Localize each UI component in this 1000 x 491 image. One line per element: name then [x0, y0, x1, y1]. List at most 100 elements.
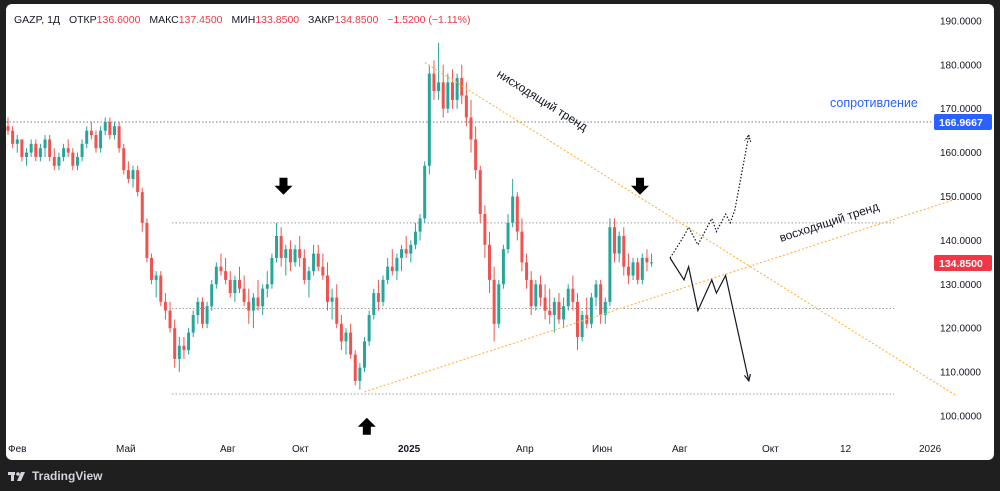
candle — [136, 165, 140, 197]
trendline-ascending[interactable] — [364, 198, 958, 393]
candle — [552, 297, 556, 333]
candle — [122, 143, 126, 175]
resistance-price-tag[interactable] — [934, 114, 992, 131]
candle — [80, 139, 84, 162]
candle — [214, 262, 218, 289]
candle — [585, 297, 589, 329]
candle — [182, 336, 186, 359]
high-value: 137.4500 — [178, 14, 223, 26]
candle — [613, 218, 617, 263]
ascending-trend-label[interactable]: восходящий тренд — [778, 199, 881, 245]
candle — [450, 69, 454, 109]
symbol-name[interactable]: GAZP — [14, 14, 42, 26]
arrow-down-2-icon — [630, 177, 649, 195]
candle — [288, 240, 292, 272]
time-tick-label: 2026 — [919, 444, 942, 455]
last-price-tag[interactable] — [934, 255, 992, 272]
candle — [650, 253, 654, 267]
forecast-down-path[interactable] — [669, 257, 750, 382]
candle — [349, 323, 353, 359]
candle — [154, 271, 158, 298]
time-tick-label: Окт — [292, 444, 309, 455]
candle — [298, 236, 302, 267]
candle — [62, 143, 66, 162]
candle — [29, 139, 33, 157]
candle — [275, 222, 279, 263]
symbol-legend: GAZP, 1Д ОТКР136.6000 МАКС137.4500 МИН13… — [14, 14, 471, 26]
candle — [501, 244, 505, 289]
candle — [617, 231, 621, 263]
candle — [432, 60, 436, 100]
candle — [413, 222, 417, 250]
forecast-paths[interactable] — [669, 133, 752, 383]
price-tick-label: 190.0000 — [940, 16, 982, 27]
chart-panel[interactable]: 190.0000 180.0000 170.0000 160.0000 150.0000… — [6, 4, 994, 460]
candle — [386, 257, 390, 285]
candle — [187, 328, 191, 355]
candle — [205, 301, 209, 329]
candles — [6, 42, 654, 390]
interval[interactable]: 1Д — [47, 14, 61, 26]
candle — [159, 271, 163, 307]
candle — [330, 288, 334, 320]
close-label: ЗАКР — [308, 14, 335, 26]
forecast-up-arrowhead-icon — [744, 133, 752, 142]
candle — [575, 293, 579, 351]
candle — [488, 231, 492, 294]
descending-trend-label[interactable]: нисходящий тренд — [494, 67, 590, 134]
time-tick-label: 2025 — [398, 444, 421, 455]
candle — [112, 121, 116, 140]
time-axis[interactable]: Фев Май Авг Окт 2025 Апр Июн Авг Окт 12 2026 — [8, 444, 942, 455]
candle — [293, 244, 297, 267]
open-label: ОТКР — [68, 14, 97, 26]
candle — [321, 253, 325, 280]
candle — [34, 139, 38, 162]
candle — [622, 227, 626, 276]
candle — [409, 240, 413, 263]
candle — [441, 64, 445, 118]
price-tick-label: 130.0000 — [940, 280, 982, 291]
candle — [594, 279, 598, 307]
resistance-label[interactable]: сопротивление — [830, 96, 918, 110]
candle — [636, 257, 640, 285]
price-axis[interactable]: 190.0000 180.0000 170.0000 160.0000 150.0000… — [934, 16, 992, 423]
trendlines[interactable] — [364, 62, 958, 397]
candle — [247, 288, 251, 324]
forecast-down-arrowhead-icon — [744, 373, 752, 383]
candle — [38, 143, 42, 162]
candle — [446, 73, 450, 114]
candle — [372, 288, 376, 320]
time-tick-label: Авг — [220, 444, 236, 455]
candle — [358, 363, 362, 390]
price-tick-label: 120.0000 — [940, 324, 982, 335]
time-tick-label: Апр — [516, 444, 534, 455]
brand-name: TradingView — [32, 469, 103, 483]
candle — [492, 266, 496, 342]
candle — [89, 121, 93, 140]
forecast-up-path[interactable] — [669, 134, 750, 259]
candle — [307, 266, 311, 298]
candle — [145, 218, 149, 263]
candle — [261, 284, 265, 316]
candle — [316, 244, 320, 272]
candle — [173, 319, 177, 368]
candle — [265, 271, 269, 298]
candle — [94, 130, 98, 153]
trendline-descending[interactable] — [424, 62, 958, 397]
candle — [210, 279, 214, 311]
candle — [196, 297, 200, 324]
candle — [474, 126, 478, 179]
candle — [339, 315, 343, 351]
candle — [418, 214, 422, 241]
candle — [483, 205, 487, 258]
price-chart[interactable]: 190.0000 180.0000 170.0000 160.0000 150.0000… — [6, 4, 994, 460]
candle — [140, 187, 144, 232]
candle — [302, 249, 306, 285]
time-tick-label: 12 — [840, 444, 852, 455]
time-tick-label: Май — [116, 444, 136, 455]
candle — [85, 126, 89, 149]
candle — [233, 275, 237, 302]
resistance-price-text: 166.9667 — [939, 117, 983, 129]
candle — [25, 148, 29, 166]
low-value: 133.8500 — [255, 14, 300, 26]
